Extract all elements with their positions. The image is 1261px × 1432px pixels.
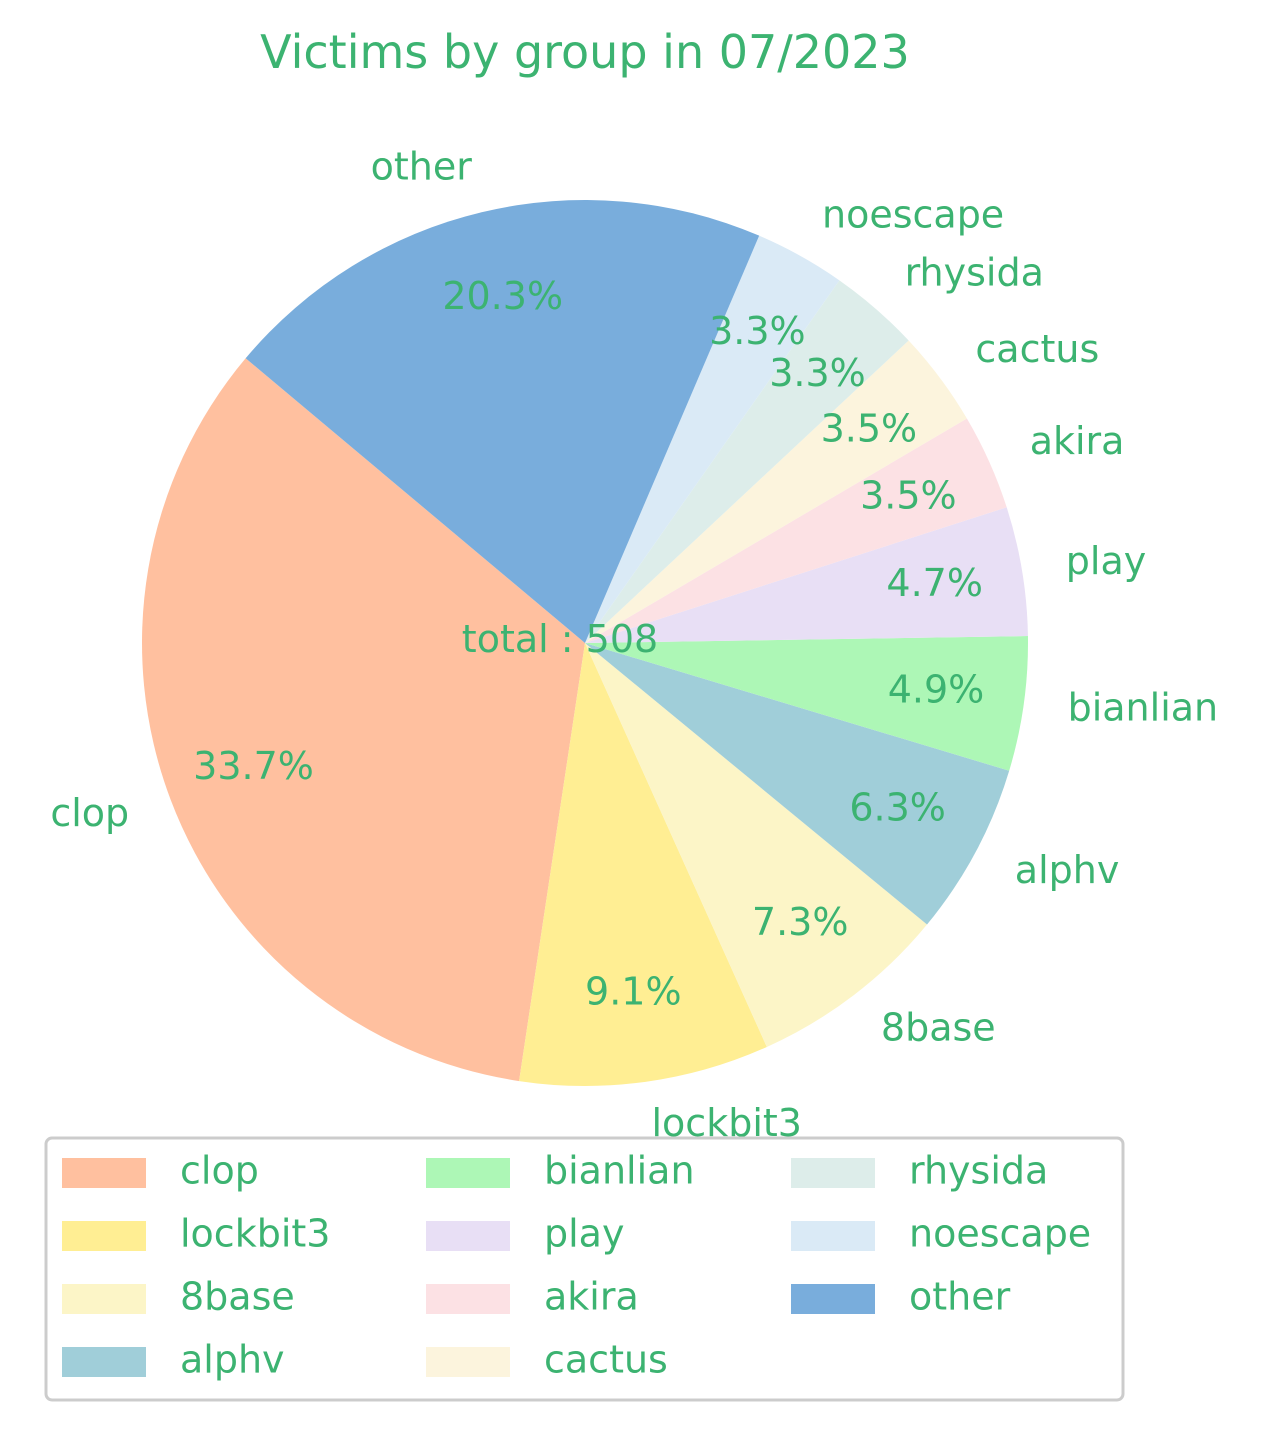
slice-label-rhysida: rhysida	[905, 251, 1044, 295]
slice-akira	[585, 418, 1007, 643]
legend-item-clop: clop	[62, 1149, 259, 1193]
chart-title: Victims by group in 07/2023	[260, 25, 910, 79]
legend-label-bianlian: bianlian	[544, 1149, 695, 1193]
slice-8base	[585, 643, 928, 1047]
slice-label-akira: akira	[1030, 419, 1125, 463]
legend-item-lockbit3: lockbit3	[62, 1212, 330, 1256]
legend-item-noescape: noescape	[791, 1212, 1091, 1256]
slice-label-8base: 8base	[881, 1006, 996, 1050]
legend-swatch-alphv	[62, 1347, 146, 1377]
legend-swatch-8base	[62, 1284, 146, 1314]
legend: clop lockbit3 8base alphv bianlian play akira c…	[44, 1136, 1125, 1402]
center-total-label: total : 508	[462, 617, 658, 661]
legend-swatch-other	[791, 1284, 875, 1314]
slice-play	[585, 507, 1028, 643]
percent-label-rhysida: 3.3%	[769, 351, 866, 395]
legend-label-8base: 8base	[180, 1275, 295, 1319]
percent-labels: 33.7% 9.1% 7.3% 6.3% 4.9% 4.7% 3.5% 3.5% 3.3%3.3…	[193, 274, 984, 1014]
slice-other	[245, 200, 760, 644]
pie-slices	[141, 200, 1029, 1087]
slice-label-alphv: alphv	[1015, 848, 1120, 892]
legend-label-akira: akira	[544, 1275, 639, 1319]
percent-label-other: 20.3%	[442, 274, 563, 318]
legend-item-cactus: cactus	[426, 1338, 668, 1382]
legend-frame	[44, 1136, 1125, 1402]
legend-swatch-play	[426, 1221, 510, 1251]
legend-item-8base: 8base	[62, 1275, 295, 1319]
legend-item-play: play	[426, 1212, 624, 1256]
legend-label-alphv: alphv	[180, 1338, 285, 1382]
percent-label-alphv: 6.3%	[849, 786, 946, 830]
slice-label-other: other	[371, 145, 473, 189]
slice-label-play: play	[1066, 539, 1146, 583]
legend-item-alphv: alphv	[62, 1338, 285, 1382]
legend-swatch-lockbit3	[62, 1221, 146, 1251]
percent-label-bianlian: 4.9%	[888, 667, 985, 711]
legend-swatch-bianlian	[426, 1158, 510, 1188]
legend-item-rhysida: rhysida	[791, 1149, 1048, 1193]
legend-label-cactus: cactus	[544, 1338, 668, 1382]
legend-swatch-clop	[62, 1158, 146, 1188]
legend-swatch-noescape	[791, 1221, 875, 1251]
slice-label-clop: clop	[50, 791, 129, 835]
legend-item-bianlian: bianlian	[426, 1149, 695, 1193]
legend-label-lockbit3: lockbit3	[180, 1212, 330, 1256]
percent-label-lockbit3: 9.1%	[585, 970, 682, 1014]
legend-item-other: other	[791, 1275, 1011, 1319]
percent-label-play: 4.7%	[886, 561, 983, 605]
percent-label-akira: 3.5%	[860, 474, 957, 518]
slice-label-bianlian: bianlian	[1068, 686, 1219, 730]
legend-swatch-rhysida	[791, 1158, 875, 1188]
percent-label-clop: 33.7%	[193, 744, 314, 788]
legend-item-akira: akira	[426, 1275, 639, 1319]
slice-alphv	[585, 643, 1010, 925]
legend-label-rhysida: rhysida	[909, 1149, 1048, 1193]
percent-label-noescape: 3.3%	[709, 309, 806, 353]
legend-label-noescape: noescape	[909, 1212, 1091, 1256]
legend-label-other: other	[909, 1275, 1011, 1319]
slice-label-cactus: cactus	[975, 327, 1099, 371]
percent-label-cactus: 3.5%	[821, 406, 918, 450]
slice-rhysida	[585, 280, 909, 643]
legend-label-play: play	[544, 1212, 624, 1256]
legend-label-clop: clop	[180, 1149, 259, 1193]
slice-clop	[141, 358, 586, 1082]
legend-swatch-cactus	[426, 1347, 510, 1377]
percent-label-8base: 7.3%	[752, 900, 849, 944]
slice-bianlian	[585, 636, 1029, 771]
slice-lockbit3	[519, 643, 767, 1087]
slice-noescape	[585, 235, 840, 643]
slice-cactus	[585, 340, 967, 643]
legend-swatch-akira	[426, 1284, 510, 1314]
slice-label-noescape: noescape	[822, 193, 1004, 237]
